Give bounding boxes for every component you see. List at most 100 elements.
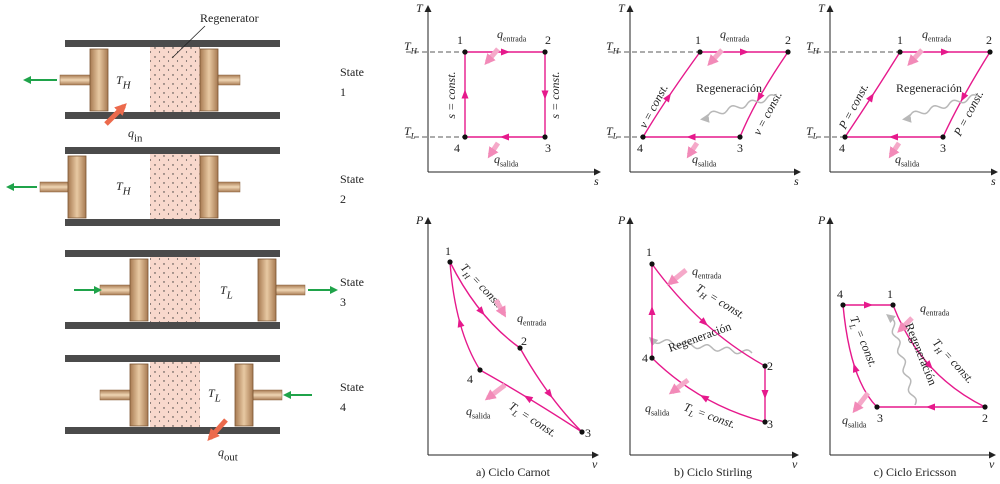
piston [68, 156, 86, 218]
q-in-label: qentrada [497, 27, 527, 43]
q-out-label-sub: salida [472, 411, 491, 420]
state-point [462, 49, 467, 54]
process-arrow [740, 49, 749, 56]
state-number: 1 [340, 85, 346, 99]
q-in-label: qentrada [517, 311, 547, 327]
process-line [450, 262, 520, 348]
q-out-label-sub: salida [901, 159, 920, 168]
t-high-label: TH [404, 39, 418, 56]
q-in-label: qentrada [720, 27, 750, 43]
piston-rod [40, 182, 68, 192]
q-out-label: qsalida [692, 152, 717, 168]
cylinder-wall [65, 112, 280, 119]
process-arrow [687, 134, 696, 141]
temperature-label: TL [220, 283, 233, 302]
cylinder-wall [65, 427, 280, 434]
point-label: 1 [897, 33, 903, 47]
point-label: 2 [767, 359, 773, 373]
process-arrow [698, 392, 709, 403]
cylinder-wall [65, 40, 280, 47]
state-point [649, 355, 654, 360]
y-axis-label: T [818, 1, 826, 15]
cycle: TsTHTL1234qentradaqsalidas = const.s = c… [404, 1, 600, 479]
t-high-label: TH [806, 39, 820, 56]
point-label: 3 [877, 411, 883, 425]
state-point [542, 134, 547, 139]
temperature-label-sub: H [122, 80, 132, 92]
regenerator [150, 154, 200, 219]
t-low-label: TL [806, 124, 818, 141]
x-axis-label: s [991, 174, 996, 188]
state-point [987, 49, 992, 54]
q-in-label-sub: entrada [726, 34, 750, 43]
q-out-label-sub: salida [500, 159, 519, 168]
point-label: 2 [545, 33, 551, 47]
state-point [542, 49, 547, 54]
process-label: s = const. [548, 71, 562, 118]
temperature-label-sub: L [214, 393, 221, 405]
pv-diagram: Pv1234TH = const.TL = const.qentradaqsal… [415, 213, 598, 471]
t-high-label-sub: H [812, 46, 820, 56]
temperature-label-sub: L [226, 290, 233, 302]
q-out-label: qsalida [842, 413, 867, 429]
cycle: TsTHTL1234qentradaqsalidaP = const.P = c… [806, 1, 997, 479]
cylinder-wall [65, 219, 280, 226]
q-in-label-sub: entrada [523, 318, 547, 327]
y-axis-label: T [618, 1, 626, 15]
q-in-label: qentrada [922, 27, 952, 43]
regeneration-label: Regeneración [696, 81, 762, 95]
q-out-label-sub: out [224, 452, 238, 464]
process-arrow [462, 90, 469, 99]
point-label: 4 [637, 141, 643, 155]
state-point [640, 134, 645, 139]
piston-rod [100, 285, 130, 295]
q-out-label: qsalida [895, 152, 920, 168]
regenerator-label: Regenerator [200, 11, 259, 25]
t-low-label-sub: L [812, 131, 818, 141]
q-in-label: qentrada [920, 301, 950, 317]
isotherm-low-label-rest: = const. [516, 405, 559, 440]
state-point [785, 49, 790, 54]
heat-arrow [670, 270, 686, 283]
state-number: 2 [340, 192, 346, 206]
heat-arrow [487, 49, 498, 62]
state-point [462, 134, 467, 139]
process-arrow [455, 317, 464, 328]
regenerator [150, 362, 200, 427]
point-label: 1 [887, 287, 893, 301]
process-arrow [501, 49, 510, 56]
ts-diagram: TsTHTL1234qentradaqsalidaP = const.P = c… [806, 1, 997, 188]
point-label: 2 [785, 33, 791, 47]
piston-rod [100, 390, 130, 400]
isotherm-low-label: TL = const. [845, 314, 881, 370]
state-point [697, 49, 702, 54]
cylinder-wall [65, 250, 280, 257]
y-axis-label: P [617, 213, 626, 227]
state-point [940, 134, 945, 139]
caption: a) Ciclo Carnot [476, 465, 551, 479]
state-number: 4 [340, 400, 346, 414]
process-arrow [926, 404, 935, 411]
point-label: 3 [940, 141, 946, 155]
process-arrow [762, 390, 769, 399]
point-label: 4 [839, 141, 845, 155]
piston-rod [253, 390, 282, 400]
caption: c) Ciclo Ericsson [874, 465, 957, 479]
y-axis-label: T [416, 1, 424, 15]
x-axis-label: s [594, 174, 599, 188]
process-label: s = const. [444, 71, 458, 118]
cycle: TsTHTL1234qentradaqsalidav = const.v = c… [606, 1, 800, 479]
state-point [477, 367, 482, 372]
engine-panel: THState1THState2TLState3TLState4Regenera… [8, 11, 364, 464]
piston [130, 259, 148, 321]
piston-rod [60, 75, 90, 85]
piston [90, 49, 108, 111]
pv-diagram: Pv1234TH = const.TL = const.qentradaqsal… [817, 213, 995, 471]
t-high-label-sub: H [612, 46, 620, 56]
x-axis-label: v [592, 457, 598, 471]
point-label: 3 [737, 141, 743, 155]
point-label: 4 [837, 287, 843, 301]
ts-diagram: TsTHTL1234qentradaqsalidav = const.v = c… [606, 1, 800, 188]
